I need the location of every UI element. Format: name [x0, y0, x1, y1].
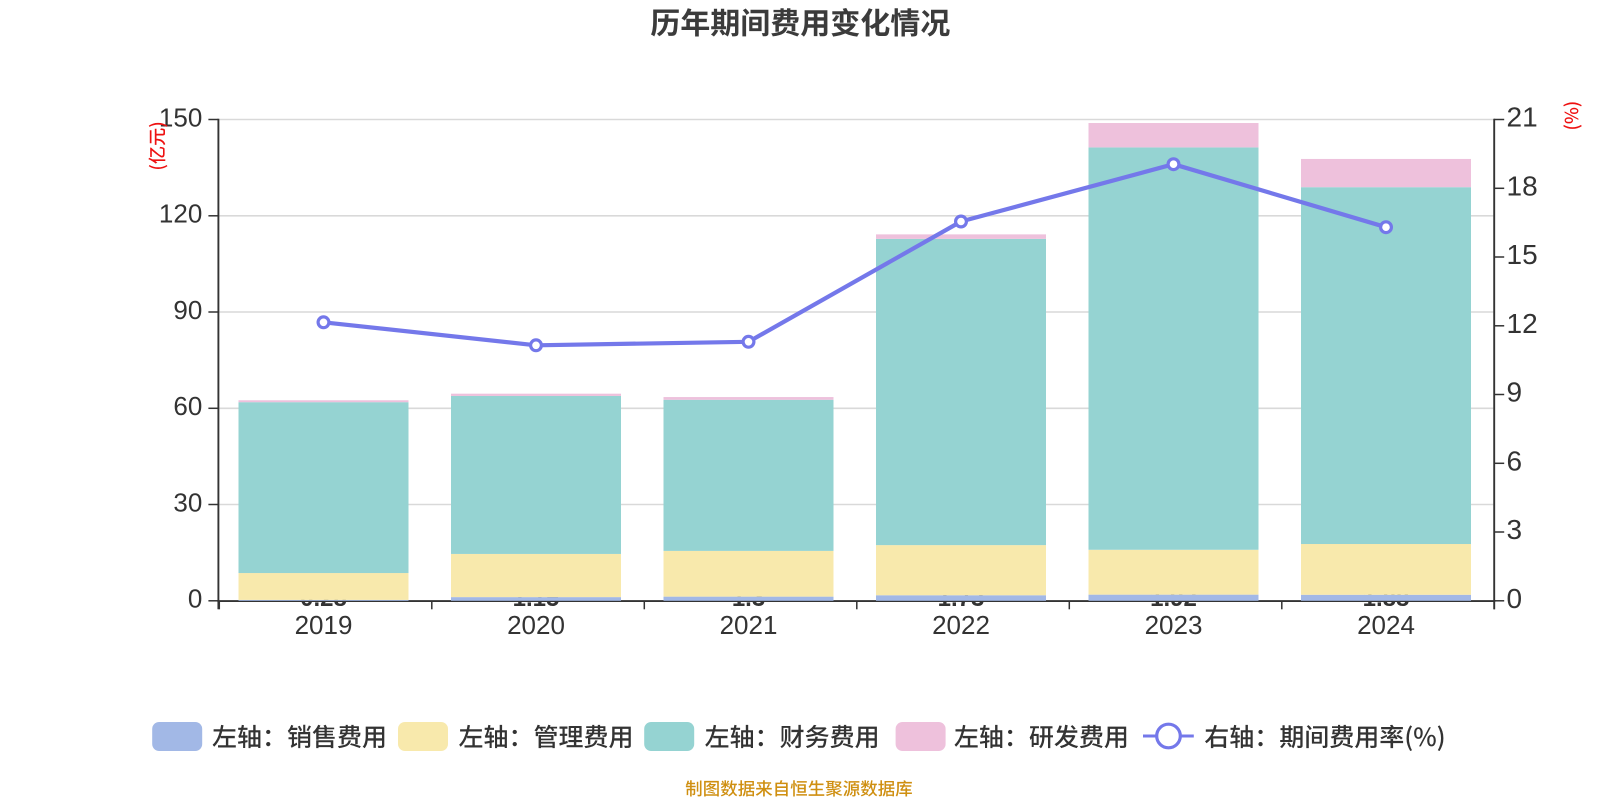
- svg-text:12: 12: [1507, 308, 1538, 339]
- svg-text:90: 90: [173, 295, 202, 325]
- svg-text:150: 150: [159, 102, 202, 132]
- svg-text:2021: 2021: [720, 610, 778, 640]
- svg-text:3: 3: [1507, 514, 1523, 545]
- svg-text:2019: 2019: [295, 610, 353, 640]
- svg-text:0: 0: [1507, 583, 1523, 614]
- svg-text:2024: 2024: [1357, 610, 1415, 640]
- svg-text:15: 15: [1507, 239, 1538, 270]
- svg-text:2020: 2020: [507, 610, 565, 640]
- svg-text:2022: 2022: [932, 610, 990, 640]
- svg-text:0: 0: [188, 584, 202, 614]
- svg-text:21: 21: [1507, 102, 1538, 133]
- svg-text:120: 120: [159, 199, 202, 229]
- svg-text:2023: 2023: [1145, 610, 1203, 640]
- svg-text:6: 6: [1507, 445, 1523, 476]
- svg-text:18: 18: [1507, 170, 1538, 201]
- svg-text:30: 30: [173, 487, 202, 517]
- svg-text:9: 9: [1507, 377, 1523, 408]
- svg-text:60: 60: [173, 391, 202, 421]
